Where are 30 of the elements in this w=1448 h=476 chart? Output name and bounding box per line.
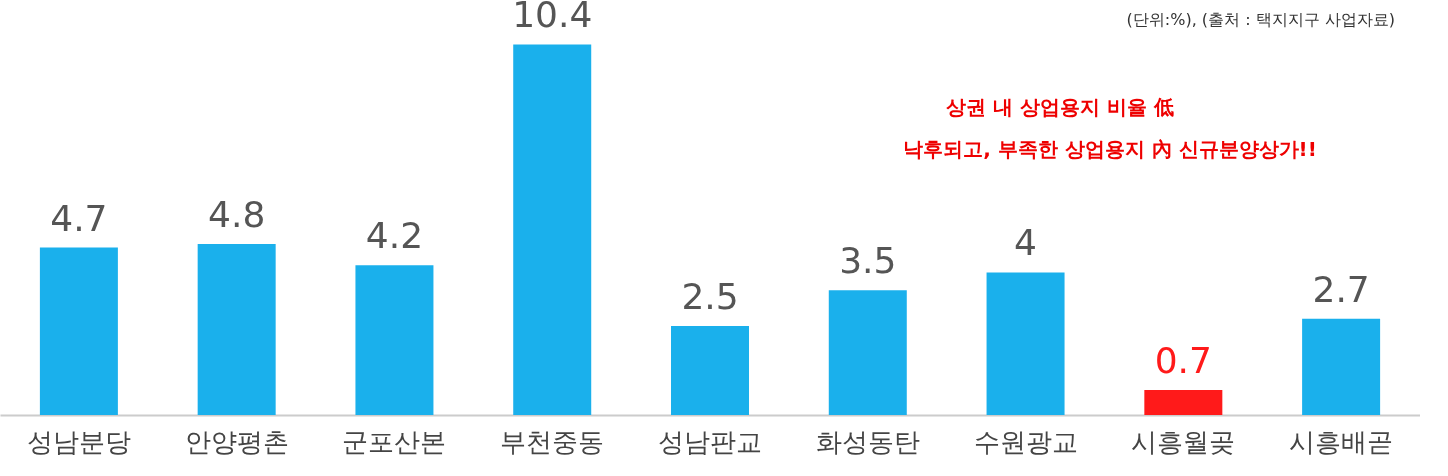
x-tick-label: 수원광교 [973,426,1078,457]
data-label: 4 [1014,222,1038,264]
bar [828,290,907,415]
bar [1302,318,1381,415]
x-tick-label: 시흥월곶 [1131,426,1236,457]
bar [986,272,1065,415]
x-tick-label: 화성동탄 [815,426,920,457]
bar [197,243,276,415]
bar [39,247,118,415]
x-tick-label: 성남분당 [26,426,131,457]
bar [355,265,434,415]
text: (단위:%), (출처 : 택지지구 사업자료) [1126,10,1395,29]
data-label: 3.5 [839,240,897,282]
x-tick-label: 안양평촌 [184,426,289,457]
data-label: 2.7 [1312,268,1370,310]
bar [671,325,749,415]
bar [1144,390,1223,415]
x-tick-label: 부천중동 [500,426,605,457]
data-label: 10.4 [512,0,593,36]
data-label: 4.2 [365,215,424,257]
data-label: 4.7 [50,197,108,239]
data-label: 2.5 [681,275,739,317]
x-tick-label: 성남판교 [658,426,762,457]
annotation: 상권 내 상업용지 비율 低 [946,95,1174,119]
data-label: 0.7 [1154,340,1212,382]
x-tick-label: 군포산본 [342,426,447,457]
bar [513,44,592,415]
annotation: 낙후되고, 부족한 상업용지 內 신규분양상가!! [903,137,1317,161]
data-label: 4.8 [208,193,266,235]
x-tick-label: 시흥배곧 [1289,426,1394,457]
